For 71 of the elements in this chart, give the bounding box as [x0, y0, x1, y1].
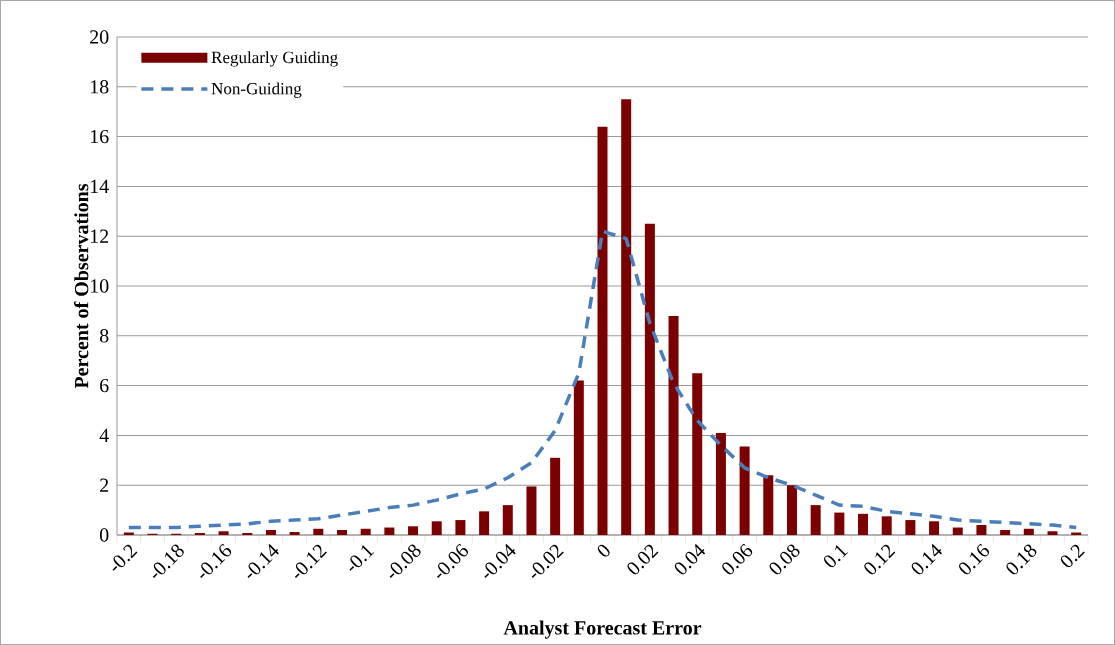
- x-tick-label: 0.18: [1006, 544, 1037, 575]
- bar: [289, 532, 300, 535]
- x-tick-label: -0.04: [484, 543, 516, 578]
- x-tick-label: 0.12: [864, 544, 896, 575]
- bar: [952, 527, 963, 535]
- y-tick-label: 6: [100, 378, 109, 393]
- bar: [265, 530, 276, 535]
- y-tick-label: 2: [100, 478, 109, 492]
- y-tick-label: 10: [90, 279, 109, 293]
- x-tick-label: -0.12: [294, 544, 327, 578]
- bar: [739, 446, 750, 535]
- y-tick-label: 8: [99, 329, 109, 343]
- bar: [621, 99, 632, 535]
- x-tick-label: -0.08: [389, 544, 421, 578]
- x-tick-label: 0.06: [722, 543, 753, 575]
- bar: [479, 511, 490, 535]
- bar: [929, 521, 940, 535]
- bar: [384, 527, 395, 535]
- bar: [550, 457, 561, 535]
- bar: [573, 380, 584, 535]
- bar: [1000, 530, 1011, 535]
- x-tick-label: 0.14: [911, 543, 942, 575]
- bar: [455, 520, 466, 535]
- bar: [431, 521, 442, 535]
- legend-label: Regularly Guiding: [211, 51, 338, 67]
- bar: [644, 223, 655, 535]
- x-axis-title: Analyst Forecast Error: [503, 620, 702, 639]
- y-tick-label: 14: [90, 179, 109, 193]
- x-tick-label: 0: [597, 544, 610, 557]
- y-tick-label: 20: [90, 30, 109, 44]
- bar: [763, 475, 774, 535]
- x-tick-label: -0.02: [531, 544, 564, 578]
- bar: [668, 315, 679, 535]
- x-tick-label: 0.16: [959, 543, 990, 575]
- y-tick-label: 0: [99, 528, 109, 542]
- bar: [502, 505, 513, 535]
- x-tick-label: 0.1: [824, 545, 848, 568]
- y-tick-label: 18: [90, 80, 109, 94]
- bar: [976, 525, 987, 535]
- bar: [810, 505, 821, 535]
- x-tick-label: 0.2: [1060, 544, 1085, 568]
- bar: [834, 512, 845, 535]
- bar: [313, 528, 324, 535]
- y-axis-title: Percent of Observations: [74, 183, 89, 389]
- bar: [597, 126, 608, 535]
- legend-label: Non-Guiding: [211, 82, 302, 98]
- x-tick-label: -0.14: [247, 543, 279, 578]
- bar: [360, 528, 371, 535]
- bar: [881, 516, 892, 535]
- x-tick-label: 0.04: [674, 543, 706, 575]
- x-tick-label: -0.2: [112, 544, 138, 571]
- bar: [715, 432, 726, 535]
- x-tick-label: -0.06: [437, 543, 469, 578]
- bar: [692, 373, 703, 535]
- bar: [786, 485, 797, 535]
- bar: [858, 513, 869, 535]
- y-tick-label: 4: [99, 428, 109, 442]
- bar: [1023, 528, 1034, 535]
- bar: [526, 486, 537, 535]
- y-tick-label: 12: [90, 229, 109, 243]
- x-tick-label: 0.08: [769, 544, 800, 575]
- x-tick-label: -0.16: [200, 543, 232, 578]
- bar: [336, 530, 347, 535]
- bar: [1047, 531, 1058, 535]
- x-tick-label: -0.18: [152, 544, 184, 578]
- x-tick-label: 0.02: [627, 544, 659, 575]
- y-tick-label: 16: [90, 129, 109, 144]
- bar: [905, 520, 916, 535]
- bar: [408, 526, 419, 535]
- x-tick-label: -0.1: [349, 545, 375, 571]
- bar: [218, 531, 229, 535]
